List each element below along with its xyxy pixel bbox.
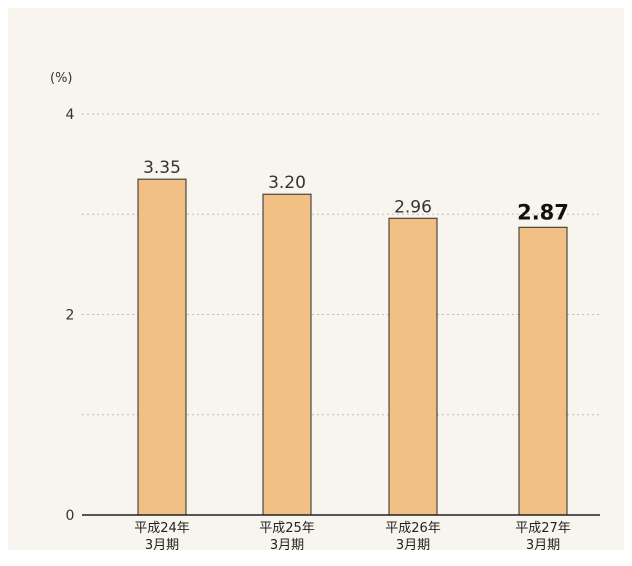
bars [137,178,568,516]
bar-0 [137,178,187,516]
value-labels: 3.35 3.20 2.96 2.87 [143,158,569,224]
category-label-2-line-1: 3月期 [396,538,430,553]
category-label-0-line-1: 3月期 [145,538,179,553]
category-label-3-line-0: 平成27年 [515,521,571,536]
category-labels: 平成24年 3月期 平成25年 3月期 平成26年 3月期 平成27年 3月期 [134,521,571,553]
value-label-0: 3.35 [143,158,181,178]
category-label-3-line-1: 3月期 [526,538,560,553]
y-unit-label: (%) [50,71,73,86]
bar-2 [388,217,438,516]
category-label-2-line-0: 平成26年 [385,521,441,536]
y-axis-ticks: 0 2 4 [66,107,75,524]
bar-1 [262,193,312,516]
value-label-3: 2.87 [517,200,569,224]
category-label-1-line-1: 3月期 [270,538,304,553]
bar-3 [518,226,568,516]
value-label-1: 3.20 [268,173,306,193]
bar-chart: (%) 0 2 4 3.35 3.20 2.96 2.87 平成24年 3月期 平成25年 3月… [50,71,600,553]
y-tick-label-0: 0 [66,508,75,524]
y-tick-label-2: 2 [66,308,75,324]
value-label-2: 2.96 [394,197,432,217]
y-tick-label-4: 4 [66,107,75,123]
category-label-1-line-0: 平成25年 [259,521,315,536]
chart-panel: (%) 0 2 4 3.35 3.20 2.96 2.87 平成24年 3月期 平成25年 3月… [8,8,624,553]
category-label-0-line-0: 平成24年 [134,521,190,536]
